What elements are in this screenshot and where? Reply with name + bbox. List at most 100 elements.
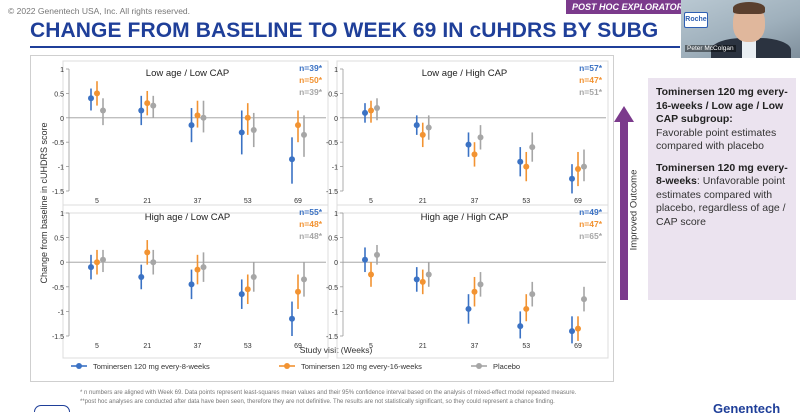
y-tick-label: -1.5 [52, 189, 64, 196]
legend-marker [476, 363, 482, 369]
n-label: n=48* [299, 231, 323, 241]
subplot-title: High age / Low CAP [145, 212, 231, 223]
data-point [477, 281, 484, 288]
y-tick-label: -1.5 [326, 189, 338, 196]
data-point [517, 158, 524, 165]
n-label: n=49* [579, 207, 603, 217]
x-tick-label: 21 [419, 198, 427, 205]
y-tick-label: 0 [334, 116, 338, 123]
x-tick-label: 5 [95, 343, 99, 350]
y-tick-label: 0.5 [328, 236, 338, 243]
data-point [368, 271, 374, 278]
n-label: n=39* [299, 63, 323, 73]
subplot-frame [62, 204, 329, 359]
subplot-title: Low age / Low CAP [146, 68, 229, 79]
data-point [575, 325, 581, 332]
data-point [419, 131, 426, 138]
legend-label: Tominersen 120 mg every-8-weeks [93, 362, 210, 371]
summary-block-2-text: : Unfavorable point estimates compared w… [656, 175, 786, 228]
x-tick-label: 69 [294, 198, 302, 205]
data-point [144, 249, 151, 256]
n-label: n=65* [579, 231, 603, 241]
y-tick-label: 0 [334, 260, 338, 267]
n-label: n=39* [299, 87, 323, 97]
subplot-frame [336, 60, 609, 214]
summary-block-2-title: Tominersen 120 mg every-8-weeks [656, 161, 788, 188]
improved-outcome-label: Improved Outcome [628, 169, 640, 251]
data-point [465, 305, 472, 312]
data-point [517, 323, 524, 330]
slide-title: CHANGE FROM BASELINE TO WEEK 69 IN cUHDR… [30, 19, 659, 42]
data-point [425, 271, 432, 278]
data-point [194, 266, 201, 273]
y-tick-label: 1 [60, 211, 64, 218]
data-point [244, 114, 251, 121]
data-point [144, 100, 151, 107]
genentech-logo: Genentech [713, 401, 781, 416]
data-point [238, 129, 245, 136]
data-point [301, 131, 307, 138]
legend-label: Tominersen 120 mg every-16-weeks [301, 362, 422, 371]
data-point [250, 127, 257, 133]
data-point [419, 278, 426, 285]
data-point [575, 166, 581, 173]
x-tick-label: 69 [574, 198, 582, 205]
roche-logo: Roche [684, 12, 708, 28]
x-tick-label: 21 [143, 343, 151, 350]
speaker-video-thumbnail[interactable]: Roche Peter McColgan [681, 0, 800, 58]
data-point [362, 256, 368, 263]
data-point [200, 264, 207, 271]
summary-box: Tominersen 120 mg every-16-weeks / Low a… [648, 78, 796, 300]
footnote-1: * n numbers are aligned with Week 69. Da… [80, 390, 577, 396]
y-tick-label: -1 [332, 165, 338, 172]
y-tick-label: 0.5 [54, 236, 64, 243]
y-tick-label: 0.5 [328, 91, 338, 98]
improved-outcome-arrow [620, 120, 628, 300]
x-tick-label: 37 [194, 198, 202, 205]
y-tick-label: 1 [334, 67, 338, 74]
data-point [100, 256, 106, 263]
data-point [88, 264, 94, 271]
x-tick-label: 37 [471, 198, 479, 205]
chart-panel: Change from baseline in cUHDRS score Stud… [30, 55, 614, 382]
y-tick-label: -0.5 [326, 285, 338, 292]
data-point [477, 134, 484, 141]
data-point [138, 273, 145, 280]
x-axis-label: Study visit (Weeks) [300, 345, 373, 355]
data-point [523, 163, 530, 170]
data-point [100, 107, 106, 114]
summary-block-1-title: Tominersen 120 mg every-16-weeks / Low a… [656, 86, 788, 125]
legend-marker [284, 363, 290, 369]
corner-logo-mark [34, 405, 70, 412]
subgroup-charts: Change from baseline in cUHDRS score Stud… [39, 60, 609, 371]
data-point [94, 90, 100, 97]
speaker-name: Peter McColgan [685, 45, 736, 52]
y-tick-label: 1 [334, 211, 338, 218]
data-point [88, 95, 94, 102]
data-point [244, 286, 251, 293]
data-point [194, 112, 201, 119]
x-tick-label: 21 [419, 343, 427, 350]
x-tick-label: 69 [294, 343, 302, 350]
data-point [529, 144, 536, 151]
y-tick-label: -1 [332, 309, 338, 316]
data-point [200, 114, 207, 121]
summary-block-1: Tominersen 120 mg every-16-weeks / Low a… [656, 86, 788, 154]
data-point [581, 163, 587, 170]
n-label: n=57* [579, 63, 603, 73]
x-tick-label: 21 [143, 198, 151, 205]
data-point [150, 259, 157, 266]
n-label: n=55* [299, 207, 323, 217]
data-point [529, 291, 536, 298]
footnotes: * n numbers are aligned with Week 69. Da… [80, 389, 576, 406]
speaker-hair [733, 2, 765, 14]
x-tick-label: 53 [244, 343, 252, 350]
y-tick-label: 0.5 [54, 91, 64, 98]
x-tick-label: 53 [244, 198, 252, 205]
data-point [362, 109, 368, 116]
data-point [413, 122, 420, 129]
data-point [471, 151, 478, 158]
data-point [295, 288, 301, 295]
data-point [374, 251, 380, 258]
data-point [569, 328, 575, 335]
